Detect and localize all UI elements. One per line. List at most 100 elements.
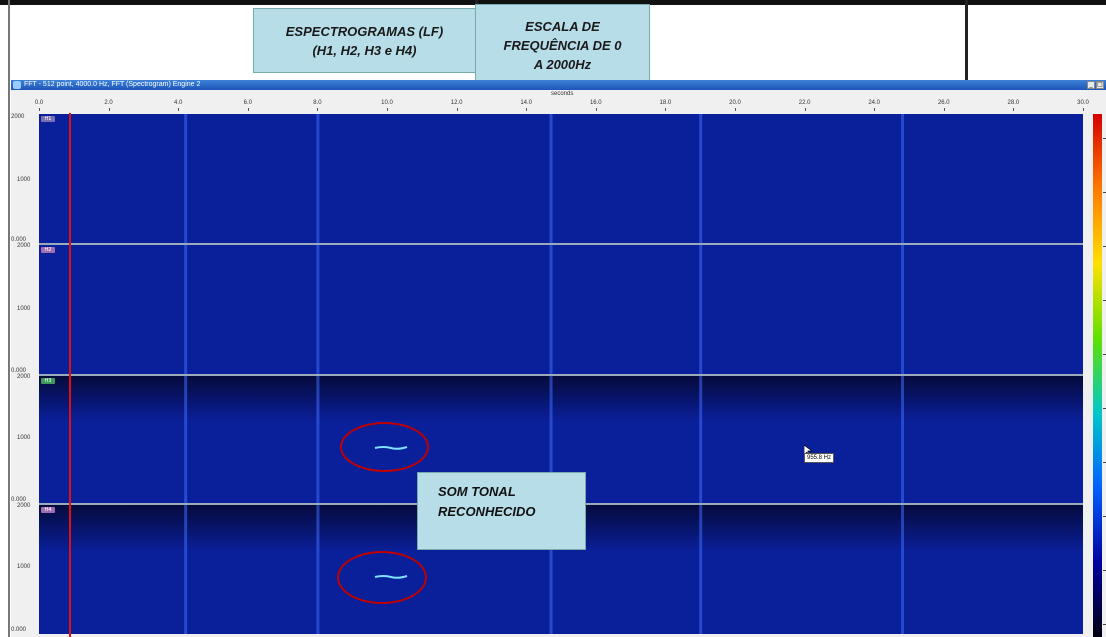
x-tick-mark <box>178 108 180 111</box>
spectrograms-callout-line1: ESPECTROGRAMAS (LF) <box>285 23 444 39</box>
time-marker-line[interactable] <box>69 113 71 637</box>
transient-streak <box>699 376 703 505</box>
color-scale-tick <box>1103 624 1106 625</box>
panel-separator <box>39 374 1083 376</box>
spectrogram-h2 <box>39 245 1083 374</box>
transient-streak <box>184 245 188 374</box>
color-scale-tick <box>1103 354 1106 355</box>
color-scale-tick <box>1103 300 1106 301</box>
color-scale-tick <box>1103 462 1106 463</box>
y-tick-h2-bottom: 0.000 <box>11 368 27 374</box>
transient-streak <box>699 245 703 374</box>
transient-streak <box>184 505 188 634</box>
x-tick-label: 18.0 <box>659 100 672 106</box>
frequency-scale-line1: ESCALA DE <box>525 19 600 34</box>
color-scale-tick <box>1103 570 1106 571</box>
transient-streak <box>549 114 553 243</box>
channel-label-h4: H4 <box>41 507 55 513</box>
transient-streak <box>549 505 553 634</box>
x-tick-mark <box>1013 108 1015 111</box>
x-tick-mark <box>456 108 458 111</box>
y-tick-h4-top: 2000 <box>17 503 31 509</box>
color-scale-tick <box>1103 516 1106 517</box>
x-tick-label: 10.0 <box>381 100 393 106</box>
x-tick-label: 4.0 <box>174 100 183 106</box>
transient-streak <box>901 376 905 505</box>
channel-label-h2: H2 <box>41 247 55 253</box>
y-tick-h1-mid: 1000 <box>17 177 31 183</box>
y-tick-h1-top: 2000 <box>11 114 25 120</box>
y-tick-h4-mid: 1000 <box>17 564 31 570</box>
transient-streak <box>901 245 905 374</box>
x-tick-label: 14.0 <box>520 100 533 106</box>
transient-streak <box>184 114 188 243</box>
frequency-scale-callout: ESCALA DE FREQUÊNCIA DE 0 A 2000Hz <box>475 4 650 87</box>
spectrogram-panel-h1[interactable]: H1 <box>39 114 1083 243</box>
y-tick-h2-mid: 1000 <box>17 306 31 312</box>
y-tick-h3-bottom: 0.000 <box>11 497 27 503</box>
tonal-sound-line2: RECONHECIDO <box>438 504 536 519</box>
x-tick-mark <box>735 108 736 111</box>
transient-streak <box>699 114 703 243</box>
x-tick-mark <box>387 108 388 111</box>
spectrogram-h1-bg <box>39 114 1083 243</box>
spectrogram-window-icon <box>13 81 21 89</box>
x-tick-label: 26.0 <box>937 100 950 106</box>
x-tick-label: 6.0 <box>243 100 252 106</box>
x-tick-mark <box>1083 108 1084 111</box>
transient-streak <box>549 245 553 374</box>
channel-label-h1: H1 <box>41 116 55 122</box>
window-title: FFT - 512 point, 4000.0 Hz, FFT (Spectro… <box>24 81 201 88</box>
x-tick-mark <box>665 108 667 111</box>
x-axis-title: seconds <box>551 91 574 97</box>
x-tick-label: 20.0 <box>729 100 741 106</box>
frequency-scale-line2: FREQUÊNCIA DE 0 <box>503 38 622 53</box>
x-tick-mark <box>595 108 597 111</box>
x-tick-label: 2.0 <box>104 100 113 106</box>
transient-streak <box>184 376 188 505</box>
transient-streak <box>901 114 905 243</box>
tonal-highlight-ellipse-h3 <box>340 422 429 472</box>
close-button[interactable]: □ <box>1096 81 1104 89</box>
color-scale-bar <box>1093 114 1102 637</box>
spectrogram-panel-h2[interactable]: H2 <box>39 245 1083 374</box>
fft-window: FFT - 512 point, 4000.0 Hz, FFT (Spectro… <box>11 80 1106 637</box>
spectrograms-callout-line2: (H1, H2, H3 e H4) <box>312 42 417 58</box>
tonal-highlight-ellipse-h4 <box>337 551 427 604</box>
y-tick-h3-mid: 1000 <box>17 435 31 441</box>
x-tick-label: 24.0 <box>868 100 881 106</box>
x-tick-label: 8.0 <box>313 100 322 106</box>
x-tick-mark <box>526 108 528 111</box>
spectrogram-h2-bg <box>39 245 1083 374</box>
color-scale-tick <box>1103 138 1106 139</box>
spectrograms-callout: ESPECTROGRAMAS (LF) (H1, H2, H3 e H4) <box>253 8 476 73</box>
color-scale-tick <box>1103 246 1106 247</box>
x-tick-label: 0.0 <box>34 100 44 106</box>
transient-streak <box>316 114 320 243</box>
left-rule <box>8 0 10 637</box>
window-titlebar[interactable]: FFT - 512 point, 4000.0 Hz, FFT (Spectro… <box>11 80 1106 90</box>
x-tick-mark <box>943 108 945 111</box>
minimize-button[interactable]: _ <box>1087 81 1095 89</box>
x-tick-mark <box>39 108 40 111</box>
color-scale-tick <box>1103 408 1106 409</box>
transient-streak <box>316 505 320 634</box>
x-tick-mark <box>874 108 876 111</box>
tonal-sound-line1: SOM TONAL <box>438 484 516 499</box>
transient-streak <box>901 505 905 634</box>
y-tick-h3-top: 2000 <box>17 374 31 380</box>
y-tick-h1-bottom: 0.000 <box>11 237 27 243</box>
y-tick-h4-bottom: 0.000 <box>11 627 27 633</box>
top-border <box>0 0 1106 5</box>
y-tick-h2-top: 2000 <box>17 243 31 249</box>
x-tick-label: 16.0 <box>589 100 602 106</box>
x-tick-mark <box>108 108 110 111</box>
color-scale-tick <box>1103 192 1106 193</box>
x-tick-label: 30.0 <box>1077 100 1089 106</box>
tonal-sound-callout: SOM TONAL RECONHECIDO <box>417 472 586 550</box>
x-tick-label: 12.0 <box>450 100 463 106</box>
x-tick-mark <box>804 108 806 111</box>
x-tick-label: 28.0 <box>1007 100 1020 106</box>
cursor-frequency-readout: 955.8 Hz <box>804 453 835 463</box>
panel-separator <box>39 243 1083 245</box>
